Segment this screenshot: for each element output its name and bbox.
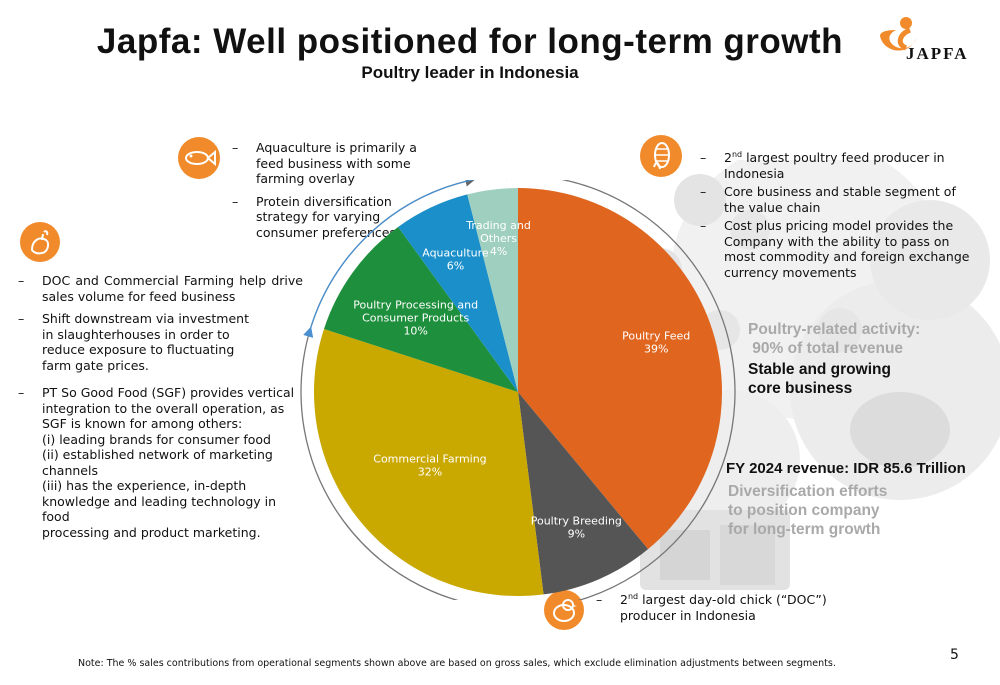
pie-slice-commercial-farming	[314, 328, 544, 596]
pie-slice-aquaculture	[398, 194, 518, 392]
pie-slice-poultry-breeding	[518, 392, 649, 595]
segment-pie-chart: Poultry Feed 39% Poultry Breeding 9% Commerc…	[300, 180, 736, 600]
pie-label-poultry-breeding: Poultry Breeding 9%	[531, 514, 622, 540]
pie-slice-poultry-processing-and-consumer-products	[323, 226, 518, 392]
pie-slice-trading-and-others	[467, 188, 518, 392]
revenue-text: FY 2024 revenue: IDR 85.6 Trillion	[726, 460, 966, 477]
rooster-icon	[20, 222, 60, 262]
page-subtitle: Poultry leader in Indonesia	[361, 63, 579, 82]
page-number: 5	[950, 647, 959, 663]
pie-label-aquaculture: Aquaculture 6%	[422, 247, 489, 273]
stable-core-business: Stable and growing core business	[748, 361, 891, 397]
fish-icon	[178, 137, 220, 179]
doc-note: –2nd largest day-old chick (“DOC”) produ…	[596, 592, 856, 630]
list-item: – Cost plus pricing model provides the Co…	[700, 218, 970, 280]
pie-label-trading-and-others: Trading and Others 4%	[465, 219, 531, 258]
poultry-related-activity: Poultry-related activity: 90% of total r…	[748, 321, 921, 357]
list-item: – DOC and Commercial Farming help drive s…	[18, 273, 303, 304]
pie-label-poultry-processing-and-consumer-products: Poultry Processing and Consumer Products 1…	[353, 299, 478, 338]
list-item: –2nd largest day-old chick (“DOC”) produ…	[596, 591, 827, 623]
chick-icon	[544, 590, 584, 630]
diversification-arrow	[303, 180, 517, 338]
feed-notes: –2nd largest poultry feed producer in In…	[700, 150, 980, 287]
japfa-logo: JAPFA	[870, 14, 990, 66]
pie-slice-poultry-feed	[518, 188, 722, 550]
list-item: – PT So Good Food (SGF) provides vertical…	[18, 385, 295, 540]
japfa-logo-mark	[880, 17, 916, 51]
page-title: Japfa: Well positioned for long-term gro…	[96, 22, 844, 61]
diversification-text: Diversification efforts to position comp…	[728, 483, 888, 538]
pie-outer-arc	[300, 180, 736, 600]
pie-label-commercial-farming: Commercial Farming 32%	[373, 452, 486, 478]
footnote: Note: The % sales contributions from ope…	[78, 658, 836, 669]
list-item: – Shift downstream via investment in slau…	[18, 311, 249, 373]
corn-icon	[640, 135, 682, 177]
japfa-logo-text: JAPFA	[906, 44, 969, 63]
pie-label-poultry-feed: Poultry Feed 39%	[622, 330, 690, 356]
background-photo-collage	[638, 160, 1000, 590]
list-item: – Core business and stable segment of the…	[700, 184, 956, 215]
list-item: –2nd largest poultry feed producer in In…	[700, 149, 945, 181]
left-notes: – DOC and Commercial Farming help drive s…	[18, 273, 303, 547]
